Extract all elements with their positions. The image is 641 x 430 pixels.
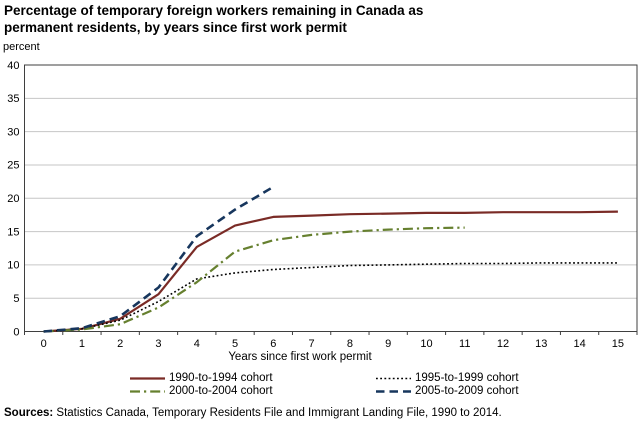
legend-swatch-1990-1994 (130, 376, 165, 380)
sources-text: Statistics Canada, Temporary Residents F… (53, 407, 502, 419)
chart-title-line-1: Percentage of temporary foreign workers … (4, 3, 424, 18)
sources-note: Sources: Statistics Canada, Temporary Re… (4, 407, 634, 419)
legend-label-1995-1999: 1995-to-1999 cohort (415, 372, 519, 384)
y-axis-unit-label: percent (3, 41, 40, 53)
x-tick-label: 4 (194, 338, 200, 350)
x-tick-label: 8 (347, 338, 353, 350)
x-tick-label: 14 (573, 338, 585, 350)
legend-swatch-2000-2004 (130, 389, 165, 393)
sources-label: Sources: (4, 407, 54, 419)
x-tick-label: 9 (385, 338, 391, 350)
series-line-2005-to-2009-cohort (43, 185, 274, 333)
y-tick-label: 35 (7, 93, 19, 105)
legend-swatch-2005-2009 (376, 389, 411, 393)
y-tick-label: 30 (7, 126, 19, 138)
y-tick-label: 25 (7, 160, 19, 172)
x-tick-label: 7 (309, 338, 315, 350)
legend-item-1990-1994: 1990-to-1994 cohort (129, 372, 273, 384)
series-line-1995-to-1999-cohort (43, 262, 618, 333)
x-tick-label: 10 (420, 338, 432, 350)
x-axis-title: Years since first work permit (228, 351, 372, 363)
y-tick-label: 5 (13, 293, 19, 305)
legend-item-2000-2004: 2000-to-2004 cohort (129, 385, 273, 397)
chart-title-line-2: permanent residents, by years since firs… (4, 20, 347, 35)
chart-title: Percentage of temporary foreign workers … (4, 2, 544, 36)
legend-label-1990-1994: 1990-to-1994 cohort (169, 372, 273, 384)
legend-label-2000-2004: 2000-to-2004 cohort (169, 385, 273, 397)
x-tick-label: 0 (41, 338, 47, 350)
y-tick-label: 10 (7, 260, 19, 272)
legend-label-2005-2009: 2005-to-2009 cohort (415, 385, 519, 397)
legend-item-1995-1999: 1995-to-1999 cohort (375, 372, 519, 384)
y-tick-label: 0 (13, 326, 19, 338)
legend-item-2005-2009: 2005-to-2009 cohort (375, 385, 519, 397)
series-line-1990-to-1994-cohort (43, 210, 618, 333)
x-tick-label: 3 (155, 338, 161, 350)
x-tick-label: 5 (232, 338, 238, 350)
legend-swatch-1995-1999 (376, 377, 411, 379)
y-tick-label: 40 (7, 60, 19, 72)
x-tick-label: 11 (459, 338, 470, 350)
x-tick-label: 15 (612, 338, 624, 350)
x-tick-label: 13 (535, 338, 547, 350)
x-tick-label: 1 (79, 338, 85, 350)
x-tick-label: 6 (270, 338, 276, 350)
x-tick-label: 12 (497, 338, 509, 350)
y-tick-label: 20 (7, 193, 19, 205)
x-tick-label: 2 (117, 338, 123, 350)
y-tick-label: 15 (7, 226, 19, 238)
series-line-2000-to-2004-cohort (43, 226, 465, 333)
